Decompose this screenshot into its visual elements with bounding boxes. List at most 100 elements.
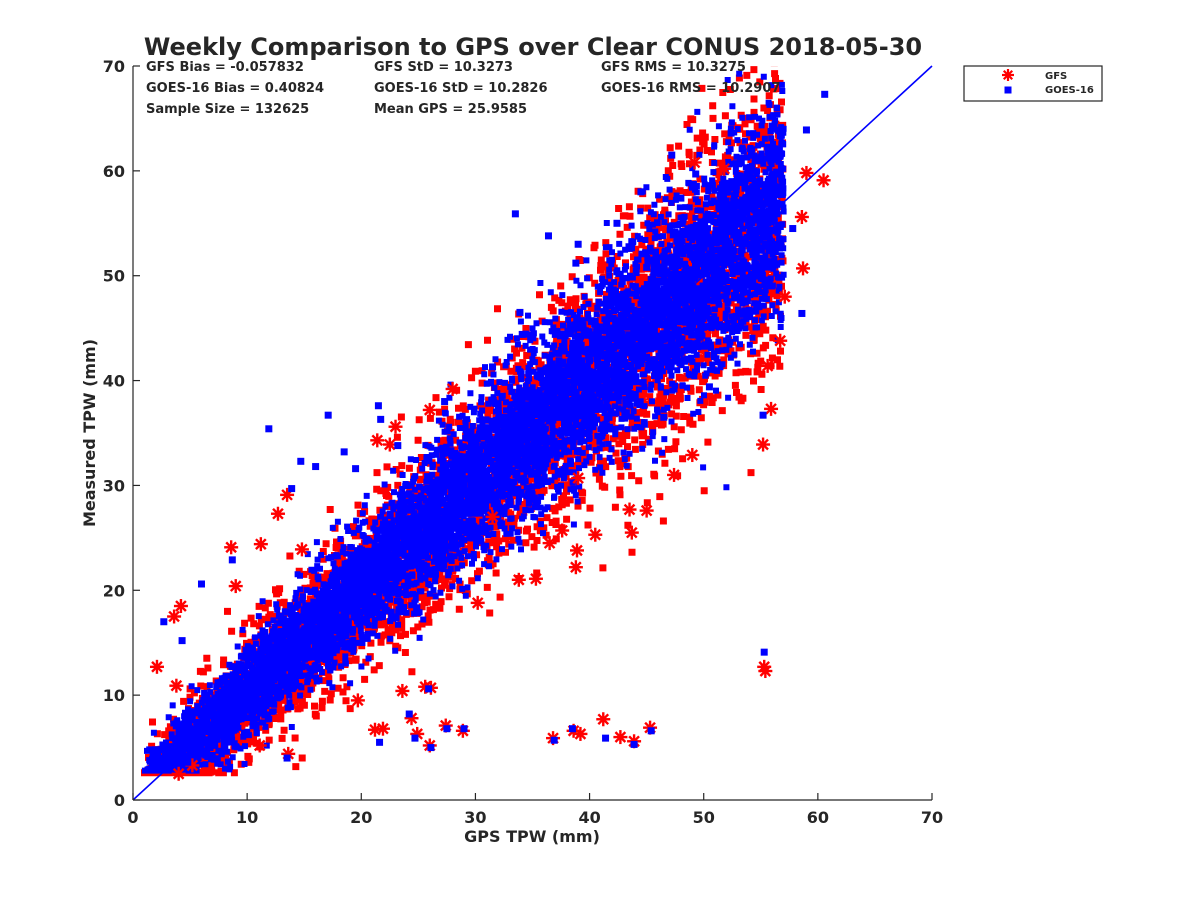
y-tick-label: 40	[103, 372, 125, 391]
legend-goes16-marker	[1004, 86, 1012, 94]
goes16-data-point	[374, 402, 382, 410]
x-tick-label: 30	[464, 808, 486, 827]
y-tick-label: 60	[103, 162, 125, 181]
goes16-data-point	[197, 580, 205, 588]
gfs-data-point	[149, 659, 164, 674]
goes16-data-point	[324, 411, 332, 419]
goes16-data-point	[312, 463, 320, 471]
goes16-data-point	[727, 129, 735, 137]
goes16-data-point	[821, 90, 829, 98]
gfs-data-point	[777, 289, 792, 304]
goes16-data-point	[705, 383, 713, 391]
goes16-data-point	[376, 738, 384, 746]
gfs-data-point	[816, 173, 831, 188]
stat-mean-gps: Mean GPS = 25.9585	[374, 102, 527, 117]
goes16-data-point	[759, 411, 767, 419]
goes16-data-point	[613, 219, 621, 227]
gfs-data-point	[687, 155, 702, 170]
x-axis-ticks: 0 10 20 30 40 50 60 70	[127, 793, 943, 827]
goes16-data-point	[394, 442, 402, 450]
goes16-data-point	[427, 744, 435, 752]
goes16-data-point	[489, 363, 497, 371]
x-tick-label: 40	[578, 808, 600, 827]
chart-title: Weekly Comparison to GPS over Clear CONU…	[144, 33, 922, 61]
goes16-data-point	[637, 188, 645, 196]
goes16-data-point	[677, 194, 685, 202]
gfs-data-point	[622, 502, 637, 517]
goes16-data-point	[725, 324, 733, 332]
gfs-asterisk-marker-icon	[1002, 69, 1014, 81]
goes16-data-point	[568, 725, 576, 733]
gfs-data-point	[253, 537, 268, 552]
goes16-data-point	[178, 637, 186, 645]
legend: GFS GOES-16	[963, 65, 1103, 102]
stat-goes-rms: GOES-16 RMS = 10.2907	[601, 81, 780, 96]
goes16-data-point	[297, 457, 305, 465]
gfs-data-point	[171, 766, 186, 781]
goes16-data-point	[441, 398, 449, 406]
y-axis-ticks: 0 10 20 30 40 50 60 70	[103, 57, 140, 810]
x-tick-label: 20	[350, 808, 372, 827]
gfs-data-point	[624, 525, 639, 540]
goes16-data-point	[352, 465, 360, 473]
gfs-data-point	[294, 542, 309, 557]
goes16-data-point	[647, 727, 655, 735]
goes16-data-point	[405, 710, 413, 718]
legend-entry-goes16: GOES-16	[1004, 85, 1094, 96]
plot-area	[132, 65, 933, 801]
goes16-point-cloud	[141, 70, 787, 774]
gfs-data-point	[270, 506, 285, 521]
goes16-data-point	[789, 225, 797, 233]
y-tick-label: 0	[114, 791, 125, 810]
goes16-data-point	[550, 736, 558, 744]
stat-sample-size: Sample Size = 132625	[146, 102, 309, 117]
gfs-data-point	[252, 738, 267, 753]
gfs-data-point	[571, 471, 586, 486]
gfs-data-point	[760, 358, 775, 373]
goes16-data-point	[425, 685, 433, 693]
gfs-data-point	[685, 448, 700, 463]
gfs-data-point	[794, 209, 809, 224]
gfs-data-point	[588, 527, 603, 542]
goes16-data-point	[288, 485, 296, 493]
goes16-data-point	[777, 131, 785, 139]
gfs-data-point	[382, 437, 397, 452]
gfs-data-point	[350, 693, 365, 708]
goes16-data-point	[572, 259, 580, 267]
goes16-square-marker-icon	[1004, 86, 1012, 94]
gfs-data-point	[511, 572, 526, 587]
x-tick-label: 50	[693, 808, 715, 827]
gfs-data-point	[764, 401, 779, 416]
gfs-data-point	[555, 523, 570, 538]
goes16-data-point	[460, 725, 468, 733]
goes16-data-point	[643, 263, 651, 271]
goes16-data-point	[443, 725, 451, 733]
gfs-data-point	[528, 571, 543, 586]
gfs-data-point	[756, 437, 771, 452]
goes16-data-point	[377, 415, 385, 423]
goes16-data-point	[802, 126, 810, 134]
goes16-data-point	[516, 308, 524, 316]
gfs-data-point	[395, 683, 410, 698]
goes16-data-point	[544, 232, 552, 240]
goes16-data-point	[411, 734, 419, 742]
goes16-data-point	[228, 556, 236, 564]
goes16-data-point	[184, 758, 192, 766]
goes16-data-point	[798, 309, 806, 317]
y-axis-label: Measured TPW (mm)	[80, 339, 99, 527]
gfs-data-point	[568, 560, 583, 575]
gfs-data-point	[796, 261, 811, 276]
gfs-data-point	[485, 509, 500, 524]
gfs-data-point	[573, 726, 588, 741]
data-points	[149, 90, 831, 781]
gfs-data-point	[758, 664, 773, 679]
gfs-data-point	[228, 579, 243, 594]
y-tick-label: 70	[103, 57, 125, 76]
point-cloud	[141, 66, 787, 777]
stat-gfs-bias: GFS Bias = -0.057832	[146, 60, 304, 75]
gfs-data-point	[773, 333, 788, 348]
legend-label-goes16: GOES-16	[1045, 85, 1094, 96]
goes16-data-point	[511, 210, 519, 218]
goes16-data-point	[574, 240, 582, 248]
goes16-data-point	[668, 151, 676, 159]
